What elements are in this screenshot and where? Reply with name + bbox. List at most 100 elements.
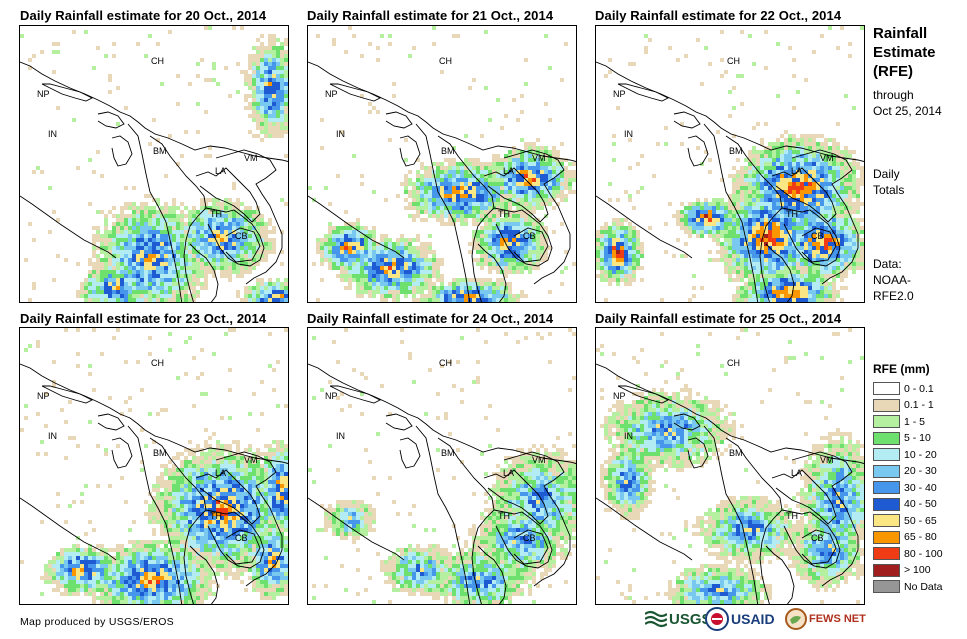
rain-cell xyxy=(184,266,188,270)
rain-cell xyxy=(460,178,464,182)
rain-cell xyxy=(264,230,268,234)
rain-cell xyxy=(816,142,820,146)
rain-cell xyxy=(536,162,540,166)
rain-cell xyxy=(124,106,128,110)
rain-cell xyxy=(692,294,696,298)
rain-cell xyxy=(448,202,452,206)
rain-cell xyxy=(768,262,772,266)
rain-cell xyxy=(124,186,128,190)
rain-cell xyxy=(692,210,696,214)
rain-cell xyxy=(832,262,836,266)
rain-cell xyxy=(416,286,420,290)
rain-cell xyxy=(160,408,164,412)
rain-cell xyxy=(840,210,844,214)
rain-cell xyxy=(572,162,576,166)
rain-cell xyxy=(772,282,776,286)
rain-cell xyxy=(676,214,680,218)
rain-cell xyxy=(268,94,272,98)
rain-cell xyxy=(488,246,492,250)
rain-cell xyxy=(604,274,608,278)
rain-cell xyxy=(344,274,348,278)
rain-cell xyxy=(132,290,136,294)
rain-cell xyxy=(812,234,816,238)
rain-cell xyxy=(272,110,276,114)
rain-cell xyxy=(756,246,760,250)
rain-cell xyxy=(484,190,488,194)
rain-cell xyxy=(388,238,392,242)
rain-cell xyxy=(736,174,740,178)
rain-cell xyxy=(92,170,96,174)
rain-cell xyxy=(832,234,836,238)
rain-cell xyxy=(104,278,108,282)
rain-cell xyxy=(536,146,540,150)
rain-cell xyxy=(160,472,164,476)
rain-cell xyxy=(688,214,692,218)
rain-cell xyxy=(176,472,180,476)
rain-cell xyxy=(760,298,764,302)
rain-cell xyxy=(632,258,636,262)
rain-cell xyxy=(476,302,480,303)
rain-cell xyxy=(472,178,476,182)
rain-cell xyxy=(264,54,268,58)
rain-cell xyxy=(628,138,632,142)
rain-cell xyxy=(756,218,760,222)
rain-cell xyxy=(516,234,520,238)
rain-cell xyxy=(540,162,544,166)
rain-cell xyxy=(536,230,540,234)
rain-cell xyxy=(124,230,128,234)
rain-cell xyxy=(840,274,844,278)
rain-cell xyxy=(248,226,252,230)
rain-cell xyxy=(352,242,356,246)
rain-cell xyxy=(812,190,816,194)
rain-cell xyxy=(848,242,852,246)
rain-cell xyxy=(828,250,832,254)
rain-cell xyxy=(264,234,268,238)
rain-cell xyxy=(160,464,164,468)
rain-cell xyxy=(792,254,796,258)
rain-cell xyxy=(160,242,164,246)
rain-cell xyxy=(288,98,289,102)
rain-cell xyxy=(124,258,128,262)
rain-cell xyxy=(368,278,372,282)
rain-cell xyxy=(212,246,216,250)
rain-cell xyxy=(812,142,816,146)
rain-cell xyxy=(500,190,504,194)
rain-cell xyxy=(432,198,436,202)
rain-cell xyxy=(364,290,368,294)
rain-cell xyxy=(636,238,640,242)
rain-cell xyxy=(628,222,632,226)
rain-cell xyxy=(388,246,392,250)
rain-cell xyxy=(852,170,856,174)
rain-cell xyxy=(828,174,832,178)
rain-cell xyxy=(748,286,752,290)
rain-cell xyxy=(484,174,488,178)
rain-cell xyxy=(732,230,736,234)
rain-cell xyxy=(516,238,520,242)
rain-cell xyxy=(536,206,540,210)
rain-cell xyxy=(508,282,512,286)
rain-cell xyxy=(380,250,384,254)
rain-cell xyxy=(460,218,464,222)
rain-cell xyxy=(512,98,516,102)
rain-cell xyxy=(276,460,280,464)
rain-cell xyxy=(772,286,776,290)
rain-cell xyxy=(220,222,224,226)
rain-cell xyxy=(124,282,128,286)
rain-cell xyxy=(488,258,492,262)
rain-cell xyxy=(524,266,528,270)
rain-cell xyxy=(624,230,628,234)
rain-cell xyxy=(156,42,160,46)
rain-cell xyxy=(224,262,228,266)
rain-cell xyxy=(816,206,820,210)
rain-cell xyxy=(112,54,116,58)
rain-cell xyxy=(844,178,848,182)
rain-cell xyxy=(572,170,576,174)
rain-cell xyxy=(240,246,244,250)
rain-cell xyxy=(260,122,264,126)
rain-cell xyxy=(320,118,324,122)
rain-cell xyxy=(388,262,392,266)
rain-cell xyxy=(388,242,392,246)
rain-cell xyxy=(272,226,276,230)
rain-cell xyxy=(92,302,96,303)
rain-cell xyxy=(524,198,528,202)
